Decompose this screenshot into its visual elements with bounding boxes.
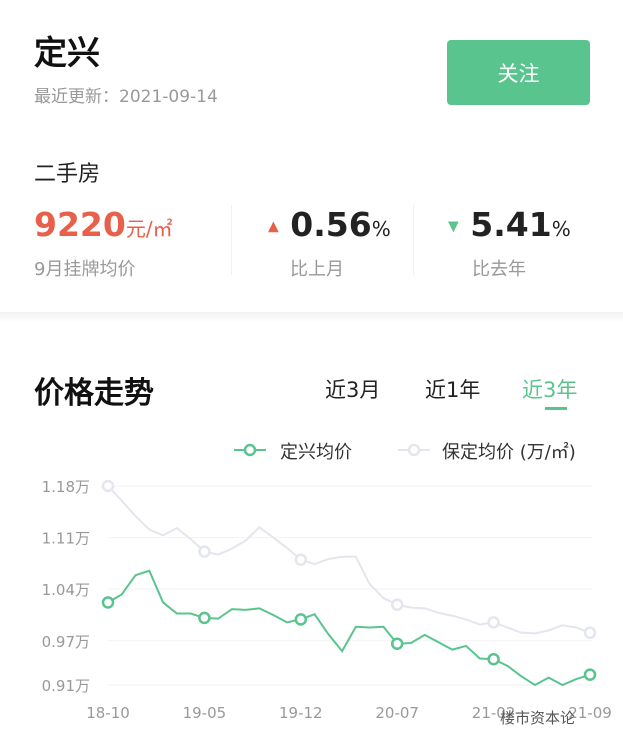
x-tick-label: 20-07 <box>375 704 419 722</box>
x-tick-label: 19-12 <box>279 704 323 722</box>
data-point <box>198 545 211 558</box>
y-tick-label: 1.04万 <box>42 581 90 599</box>
x-tick-label: 21-02 <box>472 704 516 722</box>
mom-label: 比上月 <box>290 259 344 280</box>
mom-change: ▲ 0.56% <box>268 205 391 244</box>
x-tick-label: 18-10 <box>86 704 130 722</box>
price-value: 9220 <box>34 205 126 244</box>
legend-baoding: 保定均价 (万/㎡) <box>442 442 576 463</box>
x-tick-label: 19-05 <box>183 704 227 722</box>
section-separator <box>0 312 623 322</box>
divider <box>413 205 414 275</box>
series-line <box>107 485 591 635</box>
data-point <box>294 613 308 626</box>
tab-3-months[interactable]: 近3月 <box>325 378 381 402</box>
mom-value: 0.56 <box>290 205 372 244</box>
y-tick-label: 0.97万 <box>42 633 90 651</box>
price-trend-chart: 1.18万 1.11万 1.04万 0.97万 0.91万 18-10 19-05 19-12… <box>42 478 612 722</box>
triangle-down-icon: ▼ <box>448 218 459 235</box>
price-label: 9月挂牌均价 <box>34 259 136 280</box>
divider <box>231 205 232 275</box>
data-point <box>487 652 500 666</box>
yoy-value: 5.41 <box>470 205 552 244</box>
legend-dingxing: 定兴均价 <box>280 442 352 463</box>
y-tick-label: 0.91万 <box>42 677 90 695</box>
data-point <box>198 611 211 625</box>
y-tick-label: 1.11万 <box>42 530 90 548</box>
yoy-unit: % <box>551 217 571 241</box>
legend-marker-baoding <box>398 443 430 457</box>
price-unit: 元/㎡ <box>125 217 173 241</box>
section-title: 二手房 <box>34 162 101 187</box>
data-point <box>101 479 115 493</box>
data-point <box>101 596 115 609</box>
tab-1-year[interactable]: 近1年 <box>425 378 481 402</box>
avg-price: 9220元/㎡ <box>34 205 173 244</box>
trend-title: 价格走势 <box>34 376 154 411</box>
legend-marker-dingxing <box>234 443 266 457</box>
data-point <box>390 598 404 611</box>
data-point <box>583 668 597 681</box>
tab-3-years[interactable]: 近3年 <box>522 378 578 402</box>
yoy-label: 比去年 <box>472 259 526 280</box>
yoy-change: ▼ 5.41% <box>448 205 571 244</box>
series-line <box>107 569 591 687</box>
y-tick-label: 1.18万 <box>42 478 90 496</box>
data-point <box>390 637 404 650</box>
data-point <box>583 626 597 639</box>
watermark: 楼市资本论 <box>500 709 576 727</box>
x-tick-label: 21-09 <box>568 704 612 722</box>
data-point <box>487 616 500 629</box>
city-title: 定兴 <box>34 33 100 72</box>
follow-button[interactable]: 关注 <box>447 40 590 105</box>
mom-unit: % <box>371 217 391 241</box>
last-updated: 最近更新：2021-09-14 <box>34 87 218 107</box>
active-tab-indicator <box>545 407 567 410</box>
data-point <box>294 553 308 566</box>
triangle-up-icon: ▲ <box>268 218 279 235</box>
